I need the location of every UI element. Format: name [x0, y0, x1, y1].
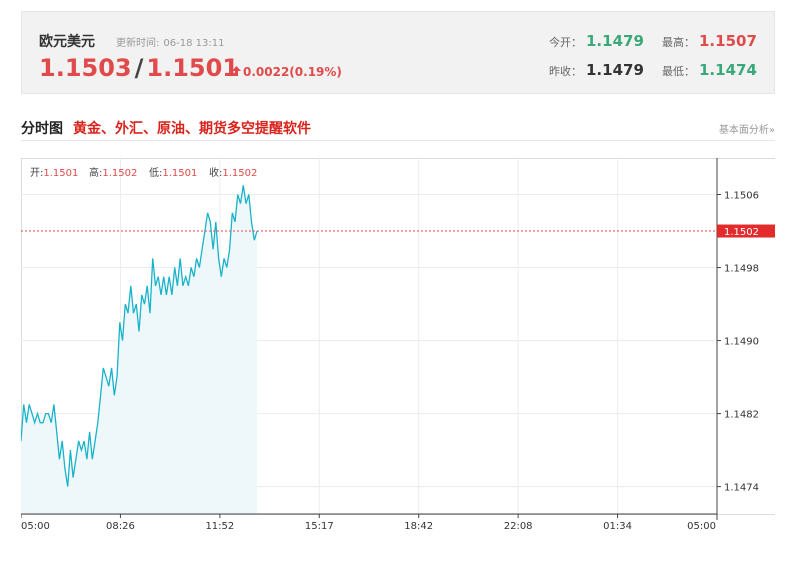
x-tick-label: 01:34: [603, 521, 632, 532]
price-area: [21, 185, 257, 514]
stat-prev-close: 昨收： 1.1479: [549, 61, 644, 79]
price-line: [20, 185, 258, 487]
up-arrow-icon: [232, 65, 241, 79]
instrument-title: 欧元美元: [39, 34, 95, 50]
price-change: 0.0022(0.19%): [232, 65, 342, 79]
change-value: 0.0022(0.19%): [243, 65, 342, 79]
x-axis: 05:00 08:26 11:52 15:17 18:42 22:08 01:34 05:00: [20, 513, 718, 532]
fundamental-analysis-link[interactable]: 基本面分析»: [718, 125, 775, 136]
y-tick-label: 1.1482: [724, 410, 759, 421]
stat-open-value: 1.1479: [586, 32, 644, 50]
x-tick-label: 15:17: [305, 521, 334, 532]
x-tick-label: 05:00: [21, 521, 50, 532]
update-time-value: 06-18 13:11: [163, 38, 225, 49]
chart-type-label: 分时图: [21, 121, 63, 137]
promo-link[interactable]: 黄金、外汇、原油、期货多空提醒软件: [73, 121, 311, 137]
ohlc-high-value: 1.1502: [102, 168, 137, 179]
y-tick-label: 1.1506: [724, 191, 759, 202]
price-separator: /: [134, 54, 144, 82]
ohlc-close-label: 收:: [209, 166, 222, 179]
stat-prev-value: 1.1479: [586, 61, 644, 79]
chart-svg: 1.1506 1.1498 1.1490 1.1482 1.1474 05:00 08:2…: [20, 158, 776, 532]
quote-header: 欧元美元 更新时间: 06-18 13:11 1.1503/1.1501 0.00…: [21, 11, 775, 94]
update-time: 更新时间: 06-18 13:11: [116, 34, 228, 49]
ohlc-open-label: 开:: [30, 168, 43, 179]
stat-low-label: 最低：: [662, 65, 695, 78]
stat-high-value: 1.1507: [699, 32, 757, 50]
x-tick-label: 05:00: [687, 521, 716, 532]
stat-low: 最低： 1.1474: [662, 61, 757, 79]
stat-high: 最高： 1.1507: [662, 32, 757, 50]
stat-low-value: 1.1474: [699, 61, 757, 79]
svg-text:低:1.1501: 低:1.1501: [149, 166, 197, 179]
y-axis: 1.1506 1.1498 1.1490 1.1482 1.1474: [716, 158, 759, 520]
ohlc-high-label: 高:: [89, 166, 102, 179]
update-time-label: 更新时间:: [116, 38, 160, 49]
y-tick-label: 1.1474: [724, 483, 759, 494]
y-tick-label: 1.1498: [724, 264, 759, 275]
ohlc-low-value: 1.1501: [162, 168, 197, 179]
stat-open: 今开： 1.1479: [549, 32, 644, 50]
intraday-chart: 1.1506 1.1498 1.1490 1.1482 1.1474 05:00 08:2…: [20, 158, 776, 538]
bid-price: 1.1503: [39, 54, 132, 82]
stat-high-label: 最高：: [662, 36, 695, 49]
price-display: 1.1503/1.1501: [39, 54, 239, 82]
current-price-tag-bg: [717, 224, 775, 238]
svg-text:收:1.1502: 收:1.1502: [209, 166, 257, 179]
stat-open-label: 今开：: [549, 36, 582, 49]
svg-text:开:1.1501: 开:1.1501: [30, 168, 78, 179]
chart-subheader: 分时图 黄金、外汇、原油、期货多空提醒软件 基本面分析»: [21, 118, 775, 141]
stat-prev-label: 昨收：: [549, 65, 582, 78]
current-price-tag: 1.1502: [717, 224, 775, 238]
ohlc-legend: 开:1.1501 高:1.1502 低:1.1501 收:1.1502: [30, 166, 257, 179]
y-tick-label: 1.1490: [724, 337, 759, 348]
ask-price: 1.1501: [146, 54, 240, 82]
x-tick-label: 11:52: [205, 521, 234, 532]
ohlc-open-value: 1.1501: [43, 168, 78, 179]
current-price-tag-text: 1.1502: [724, 227, 759, 238]
x-tick-label: 18:42: [404, 521, 433, 532]
ohlc-close-value: 1.1502: [222, 168, 257, 179]
svg-text:高:1.1502: 高:1.1502: [89, 166, 137, 179]
x-tick-label: 22:08: [504, 521, 533, 532]
ohlc-low-label: 低:: [149, 166, 162, 179]
x-tick-label: 08:26: [106, 521, 135, 532]
